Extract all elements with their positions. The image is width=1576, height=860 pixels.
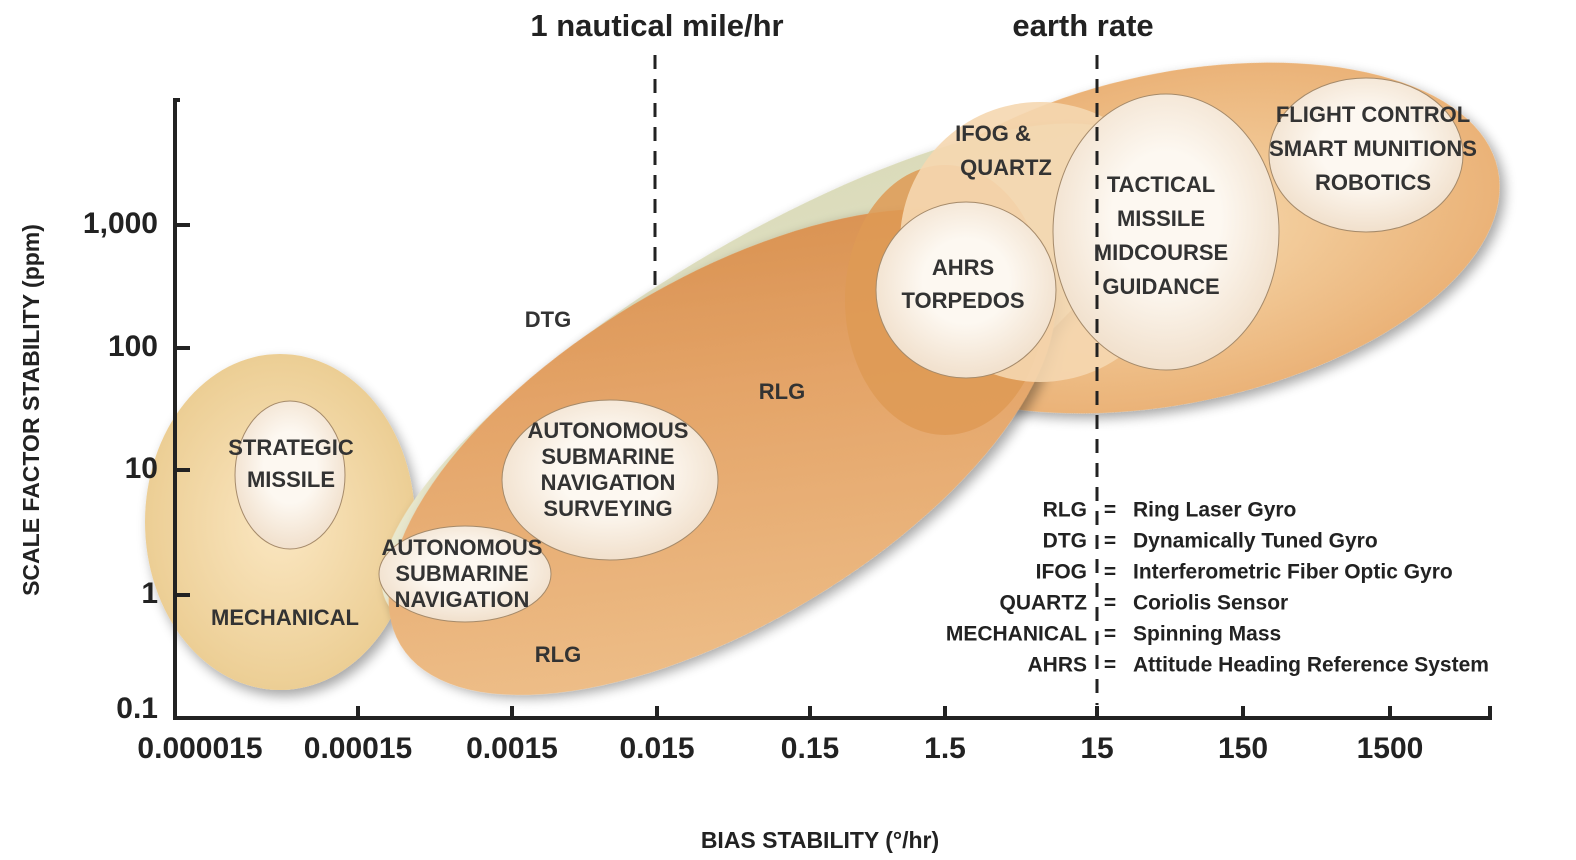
application-label: SURVEYING	[543, 496, 672, 521]
legend-text: Interferometric Fiber Optic Gyro	[1133, 561, 1453, 584]
legend-text: Coriolis Sensor	[1133, 592, 1288, 615]
x-axis-label: BIAS STABILITY (°/hr)	[701, 827, 939, 853]
x-tick-label: 1.5	[924, 732, 966, 765]
y-tick-label: 10	[125, 452, 158, 485]
legend-separator: =	[1104, 592, 1116, 615]
reference-label: 1 nautical mile/hr	[530, 8, 783, 43]
application-label: SUBMARINE	[541, 444, 674, 469]
application-bubble	[875, 201, 1057, 379]
application-bubble	[1268, 77, 1464, 233]
application-label: MISSILE	[1117, 206, 1205, 231]
x-tick-label: 1500	[1357, 732, 1424, 765]
application-label: TORPEDOS	[901, 288, 1024, 313]
x-tick-label: 150	[1218, 732, 1268, 765]
legend-separator: =	[1104, 530, 1116, 553]
legend-abbr: RLG	[1043, 499, 1087, 522]
y-tick-label: 1	[141, 577, 158, 610]
legend-separator: =	[1104, 499, 1116, 522]
application-label: MIDCOURSE	[1094, 240, 1228, 265]
application-label: AUTONOMOUS	[528, 418, 689, 443]
application-bubble	[501, 399, 719, 561]
application-label: TACTICAL	[1107, 172, 1215, 197]
x-tick-label: 0.015	[619, 732, 694, 765]
application-bubble	[1052, 93, 1280, 371]
legend-separator: =	[1104, 623, 1116, 646]
legend-text: Attitude Heading Reference System	[1133, 654, 1489, 677]
legend-abbr: MECHANICAL	[946, 623, 1087, 646]
legend-abbr: DTG	[1043, 530, 1087, 553]
legend-text: Dynamically Tuned Gyro	[1133, 530, 1378, 553]
application-label: MISSILE	[247, 467, 335, 492]
application-label: GUIDANCE	[1102, 274, 1219, 299]
application-label: ROBOTICS	[1315, 170, 1431, 195]
y-tick-label: 100	[108, 330, 158, 363]
legend-abbr: QUARTZ	[1000, 592, 1088, 615]
x-tick-label: 0.00015	[304, 732, 412, 765]
legend-text: Ring Laser Gyro	[1133, 499, 1296, 522]
application-label: SUBMARINE	[395, 561, 528, 586]
x-tick-label: 0.000015	[137, 732, 262, 765]
application-label: AUTONOMOUS	[382, 535, 543, 560]
y-axis-label: SCALE FACTOR STABILITY (ppm)	[18, 224, 44, 596]
region-label: RLG	[535, 642, 581, 667]
application-label: FLIGHT CONTROL	[1276, 102, 1470, 127]
region-label: DTG	[525, 307, 571, 332]
application-bubble	[378, 525, 552, 623]
region-label: IFOG &	[955, 121, 1031, 146]
region-label: QUARTZ	[960, 155, 1052, 180]
x-tick-label: 0.15	[781, 732, 839, 765]
application-label: STRATEGIC	[228, 435, 354, 460]
region-label: MECHANICAL	[211, 605, 359, 630]
application-label: NAVIGATION	[395, 587, 530, 612]
application-bubble	[234, 400, 346, 550]
application-label: SMART MUNITIONS	[1269, 136, 1477, 161]
x-tick-label: 15	[1080, 732, 1113, 765]
legend-separator: =	[1104, 654, 1116, 677]
application-label: NAVIGATION	[541, 470, 676, 495]
axes	[173, 98, 1492, 720]
application-label: AHRS	[932, 255, 994, 280]
legend-abbr: IFOG	[1036, 561, 1087, 584]
y-tick-label: 1,000	[83, 207, 158, 240]
y-tick-label: 0.1	[116, 692, 158, 725]
legend-separator: =	[1104, 561, 1116, 584]
reference-label: earth rate	[1012, 8, 1153, 43]
region-label: RLG	[759, 379, 805, 404]
x-tick-label: 0.0015	[466, 732, 558, 765]
legend-text: Spinning Mass	[1133, 623, 1281, 646]
legend-abbr: AHRS	[1027, 654, 1087, 677]
